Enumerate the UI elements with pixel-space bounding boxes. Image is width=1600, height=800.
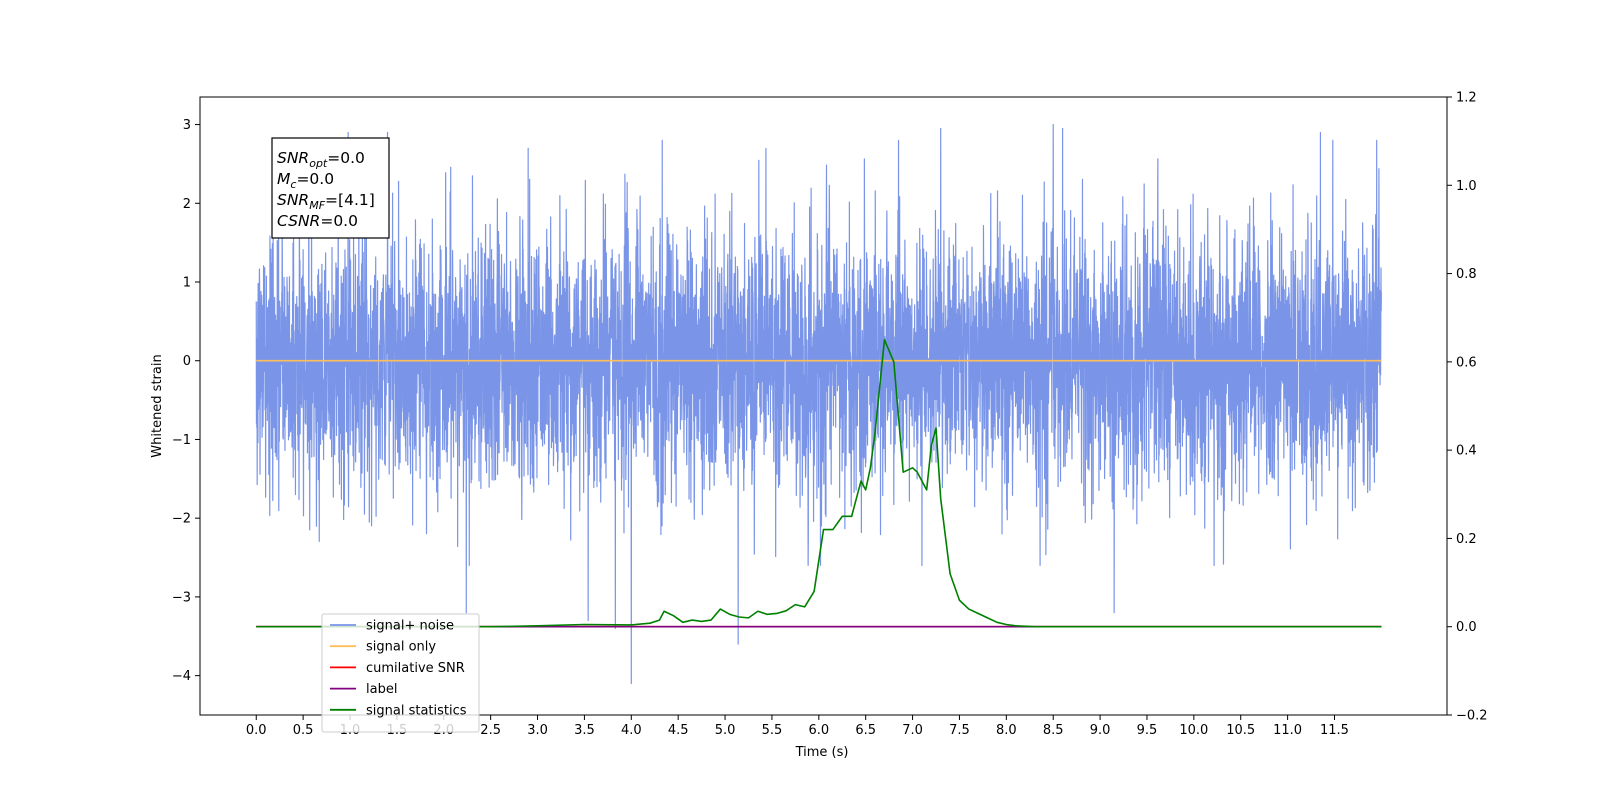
x-tick-label: 7.0 (902, 723, 923, 738)
x-tick-label: 8.5 (1043, 723, 1064, 738)
legend-label: signal+ noise (366, 619, 454, 634)
x-tick-label: 6.0 (808, 723, 829, 738)
y-axis-right: 1.2 1.0 0.8 0.6 0.4 0.2 0.0 −0.2 (1447, 91, 1488, 724)
x-tick-label: 10.5 (1226, 723, 1255, 738)
info-row: SNRMF=[4.1] (277, 191, 375, 212)
y2-tick-label: 0.8 (1456, 267, 1477, 282)
x-tick-label: 10.0 (1179, 723, 1208, 738)
y-tick-label: 1 (183, 276, 191, 291)
info-symbol: M (277, 170, 290, 188)
legend-label: signal only (366, 640, 436, 655)
y-tick-label: −3 (172, 590, 191, 605)
y-tick-label: −1 (172, 433, 191, 448)
y2-tick-label: 0.6 (1456, 355, 1477, 370)
series-layer (255, 123, 1382, 685)
info-value: =0.0 (327, 149, 365, 167)
x-tick-label: 5.0 (715, 723, 736, 738)
info-row: Mc=0.0 (277, 170, 334, 191)
x-tick-label: 11.0 (1273, 723, 1302, 738)
x-tick-label: 7.5 (949, 723, 970, 738)
y-tick-label: −4 (172, 669, 191, 684)
info-row: CSNR=0.0 (277, 212, 358, 230)
x-tick-label: 4.0 (621, 723, 642, 738)
info-symbol: SNR (277, 149, 309, 167)
plot-frame (199, 96, 1448, 716)
legend-label: cumilative SNR (366, 661, 465, 676)
y-tick-label: 0 (183, 354, 191, 369)
legend-frame (321, 613, 480, 733)
y2-tick-label: −0.2 (1456, 709, 1488, 724)
x-tick-label: 2.5 (480, 723, 501, 738)
x-tick-label: 3.5 (574, 723, 595, 738)
series-line-4 (256, 338, 1382, 628)
y2-tick-label: 0.4 (1456, 444, 1477, 459)
x-tick-label: 11.5 (1320, 723, 1349, 738)
x-tick-label: 0.5 (293, 723, 314, 738)
info-value: =[4.1] (325, 191, 375, 209)
y-axis-left: 3 2 1 0 −1 −2 −3 −4 (172, 118, 200, 684)
x-tick-label: 6.5 (855, 723, 876, 738)
y2-tick-label: 1.2 (1456, 91, 1477, 106)
y-tick-label: 3 (183, 118, 191, 133)
info-row: SNRopt=0.0 (277, 149, 365, 170)
x-tick-label: 0.0 (246, 723, 267, 738)
info-subscript: MF (309, 199, 325, 212)
info-subscript: c (290, 178, 296, 191)
x-tick-label: 9.0 (1090, 723, 1111, 738)
x-tick-label: 8.0 (996, 723, 1017, 738)
series-line-0 (255, 123, 1382, 685)
x-axis-label: Time (s) (795, 745, 849, 760)
info-value: =0.0 (320, 212, 358, 230)
info-subscript: opt (309, 157, 328, 170)
y2-tick-label: 1.0 (1456, 179, 1477, 194)
legend-label: signal statistics (366, 703, 467, 718)
legend: signal+ noise signal only cumilative SNR la… (321, 613, 480, 733)
x-tick-label: 4.5 (668, 723, 689, 738)
y2-tick-label: 0.0 (1456, 620, 1477, 635)
info-symbol: CSNR (277, 212, 320, 230)
info-symbol: SNR (277, 191, 309, 209)
x-tick-label: 5.5 (762, 723, 783, 738)
y2-tick-label: 0.2 (1456, 532, 1477, 547)
y-tick-label: 2 (183, 197, 191, 212)
y-axis-label: Whitened strain (150, 354, 165, 457)
info-value: =0.0 (296, 170, 334, 188)
x-tick-label: 3.0 (527, 723, 548, 738)
x-tick-label: 9.5 (1137, 723, 1158, 738)
y-tick-label: −2 (172, 512, 191, 527)
info-box-frame (271, 137, 390, 239)
legend-label: label (366, 682, 397, 697)
